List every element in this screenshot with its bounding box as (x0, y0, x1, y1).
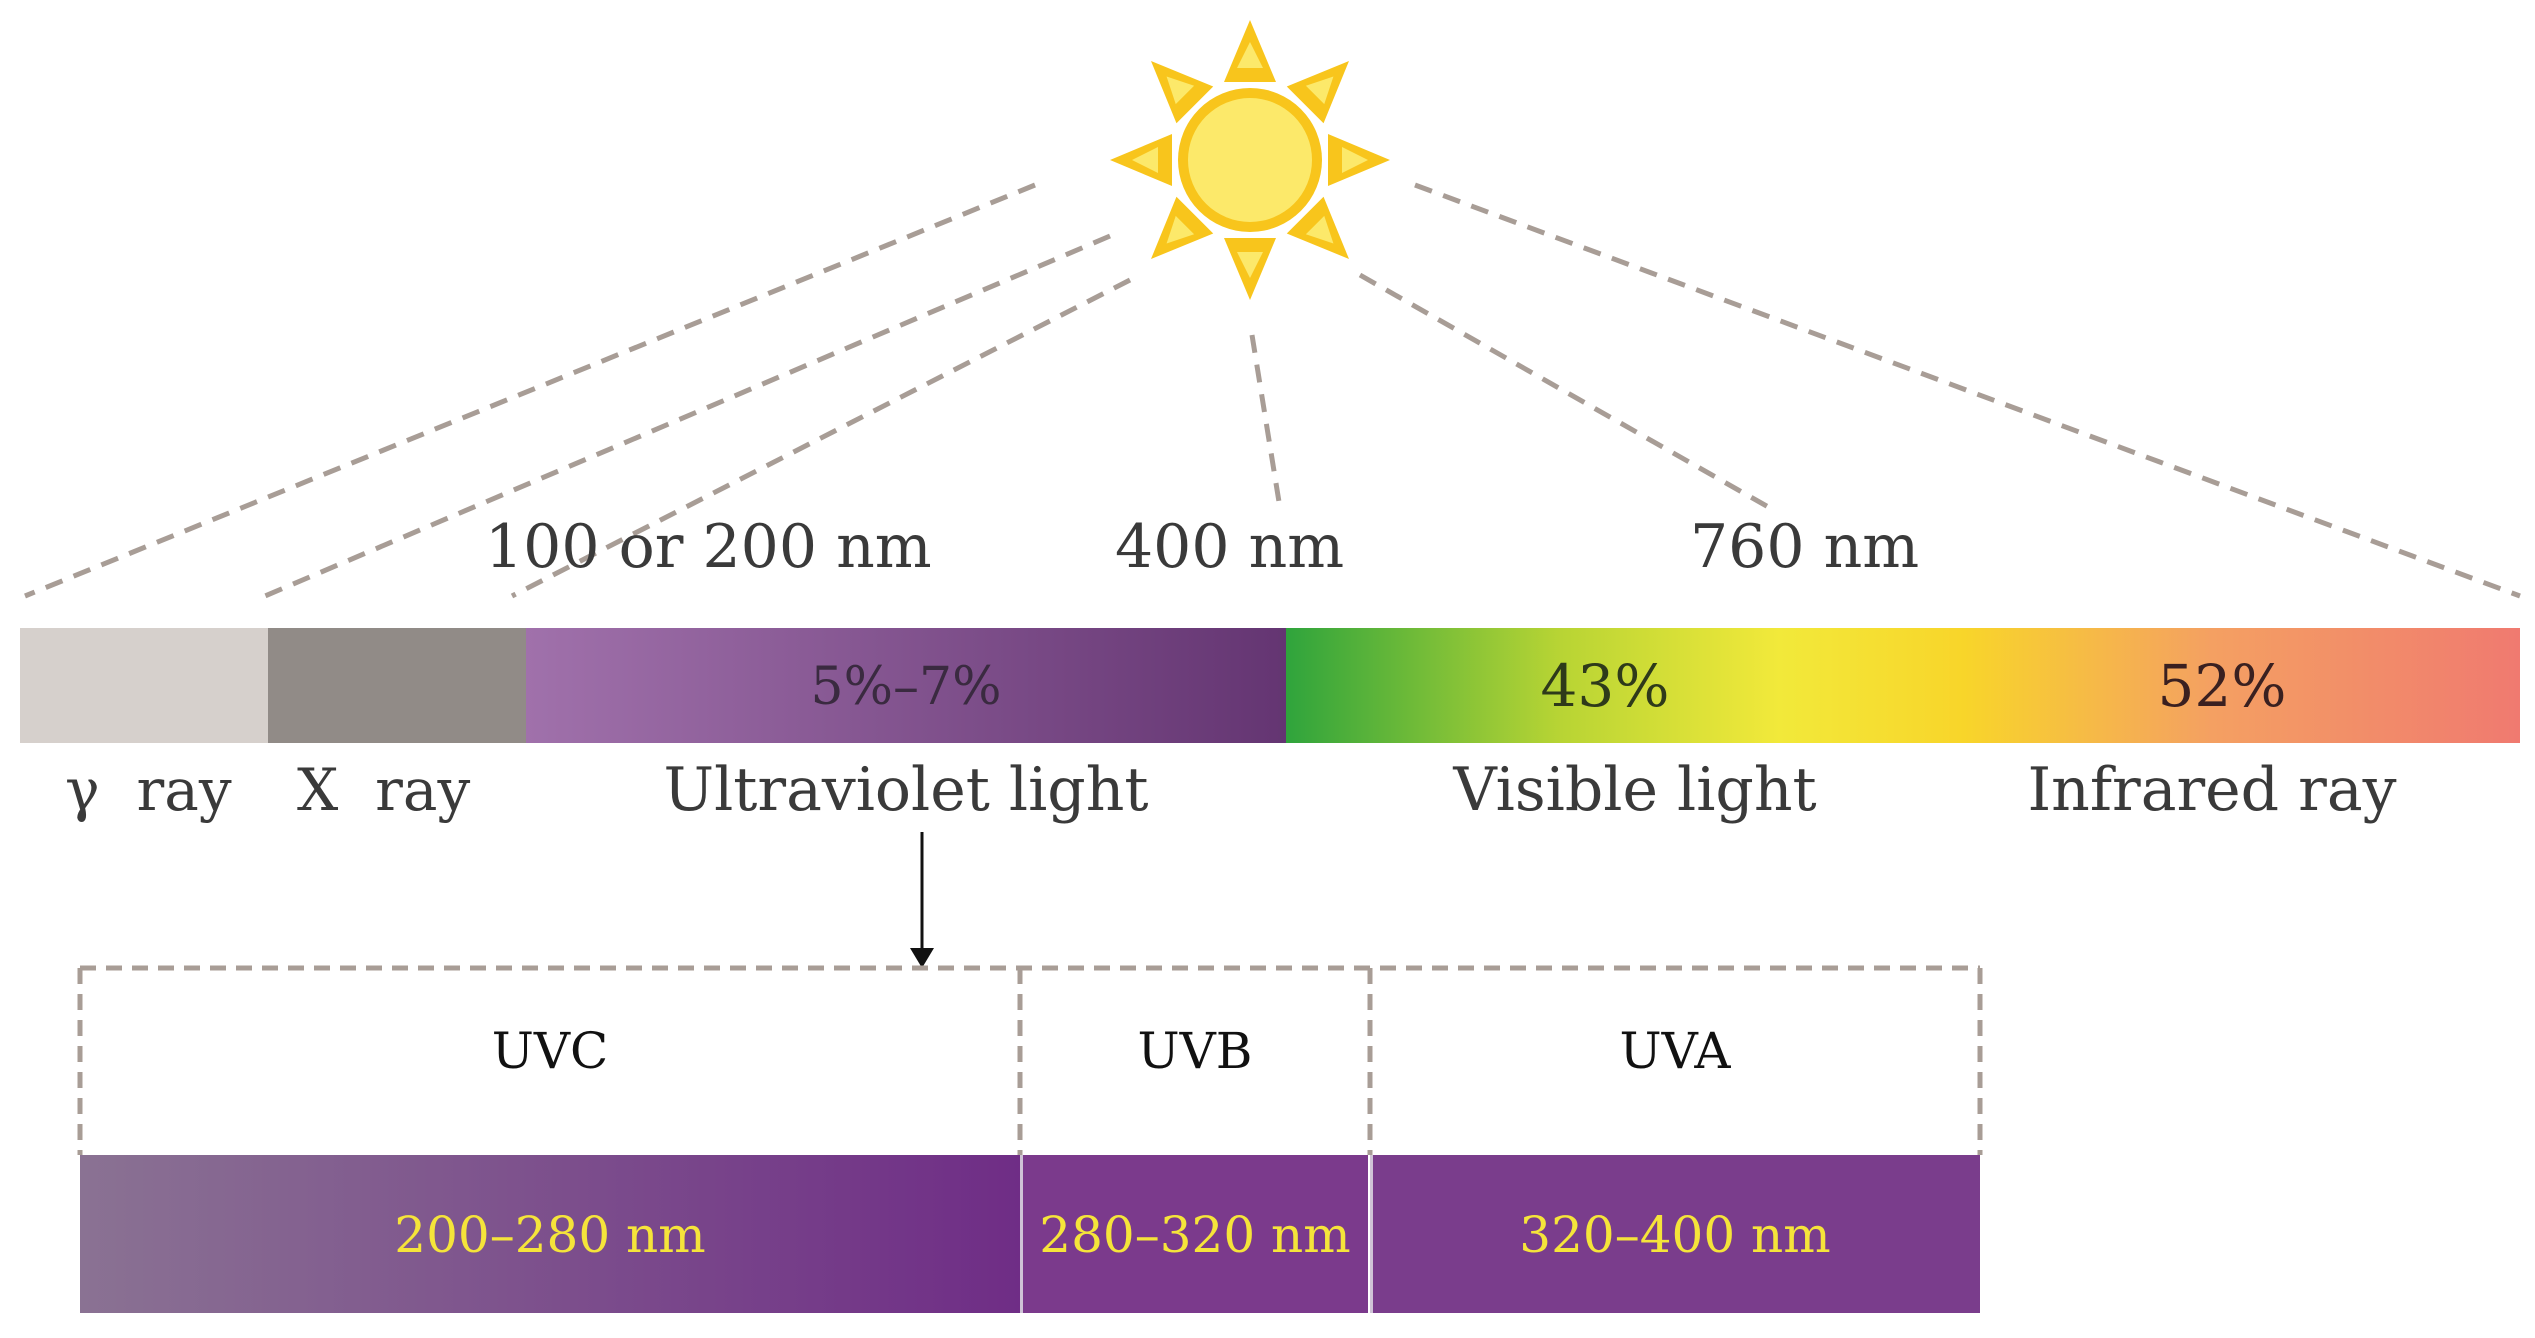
uv-breakdown-panel: UVC UVB UVA 200–280 nm 280–320 nm 320–40… (77, 965, 1983, 1313)
uv-segment (526, 628, 1286, 743)
gamma-ray-label: γ ray (65, 756, 232, 824)
ray-line-uv (510, 277, 1132, 599)
uvc-range-label: 200–280 nm (394, 1206, 705, 1264)
visible-infrared-segment (1286, 628, 2520, 743)
boundary-label-760nm: 760 nm (1690, 512, 1919, 582)
ray-line-xray (264, 233, 1111, 599)
infrared-ray-label: Infrared ray (2027, 755, 2396, 825)
uv-percent-label: 5%–7% (811, 657, 1002, 717)
sun-spike-highlight (1237, 252, 1263, 278)
x-ray-label: X ray (297, 756, 470, 824)
uvb-label: UVB (1138, 1022, 1253, 1080)
boundary-label-400nm: 400 nm (1115, 512, 1344, 582)
ray-line-760nm (1358, 272, 1772, 511)
uvb-range-label: 280–320 nm (1039, 1206, 1350, 1264)
sun-spike-highlight (1305, 215, 1334, 244)
sun-spike-highlight (1342, 147, 1368, 173)
boundary-label-100-200nm: 100 or 200 nm (485, 512, 932, 582)
gamma-ray-segment (20, 628, 268, 743)
sun-spike-highlight (1166, 215, 1195, 244)
uvc-label: UVC (492, 1022, 609, 1080)
uva-label: UVA (1620, 1022, 1732, 1080)
uva-range-label: 320–400 nm (1519, 1206, 1830, 1264)
uva-range-bar (1373, 1155, 1980, 1313)
sun-spike-highlight (1305, 76, 1334, 105)
sun-spikes (1110, 20, 1390, 300)
sun-disc-inner (1188, 98, 1312, 222)
sun-spike-highlight (1237, 42, 1263, 68)
sun-rays-dashed (24, 182, 2521, 599)
spectrum-bar (20, 628, 2520, 743)
sun-spike-highlight (1166, 76, 1195, 105)
uvb-range-bar (1023, 1155, 1368, 1313)
x-ray-segment (268, 628, 528, 743)
uvc-range-bar (80, 1155, 1020, 1313)
ray-line-infrared (1414, 182, 2521, 599)
sun-spike-highlight (1132, 147, 1158, 173)
uv-breakdown-arrow (910, 832, 934, 968)
infrared-percent-label: 52% (2158, 652, 2287, 720)
ray-line-gamma (24, 182, 1036, 599)
ultraviolet-light-label: Ultraviolet light (664, 755, 1149, 825)
visible-light-label: Visible light (1452, 755, 1816, 825)
ray-line-400nm (1249, 334, 1283, 509)
visible-percent-label: 43% (1541, 652, 1670, 720)
sun-icon (1110, 20, 1390, 300)
